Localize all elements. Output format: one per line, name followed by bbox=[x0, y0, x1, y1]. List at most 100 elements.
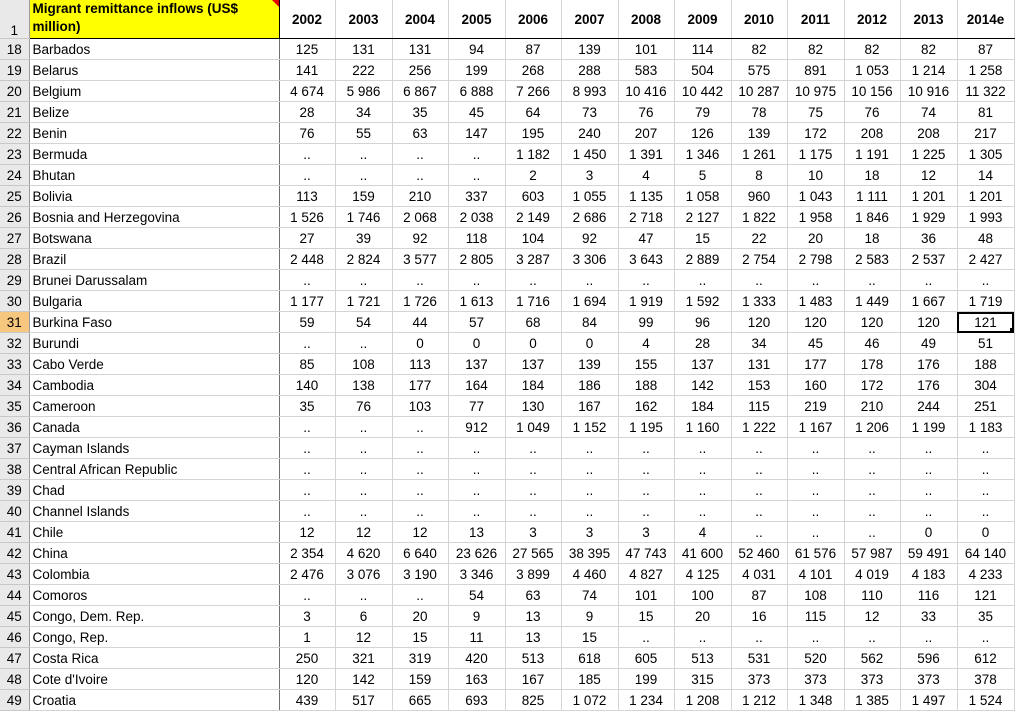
value-cell[interactable]: 513 bbox=[674, 647, 732, 669]
value-cell[interactable]: 1 524 bbox=[957, 689, 1015, 711]
value-cell[interactable]: 912 bbox=[448, 416, 506, 438]
value-cell[interactable]: 184 bbox=[505, 374, 562, 396]
value-cell[interactable]: .. bbox=[505, 479, 562, 501]
value-cell[interactable]: 373 bbox=[787, 668, 845, 690]
value-cell[interactable]: 1 152 bbox=[561, 416, 619, 438]
value-cell[interactable]: 207 bbox=[618, 122, 675, 144]
value-cell[interactable]: .. bbox=[561, 500, 619, 522]
value-cell[interactable]: 11 322 bbox=[957, 80, 1015, 102]
value-cell[interactable]: 113 bbox=[279, 185, 336, 207]
country-cell[interactable]: Burkina Faso bbox=[29, 311, 280, 333]
value-cell[interactable]: 120 bbox=[731, 311, 788, 333]
value-cell[interactable]: .. bbox=[392, 269, 449, 291]
value-cell[interactable]: 2 537 bbox=[900, 248, 958, 270]
value-cell[interactable]: 6 888 bbox=[448, 80, 506, 102]
value-cell[interactable]: .. bbox=[957, 500, 1015, 522]
value-cell[interactable]: .. bbox=[561, 458, 619, 480]
value-cell[interactable]: .. bbox=[674, 458, 732, 480]
value-cell[interactable]: 4 bbox=[618, 332, 675, 354]
value-cell[interactable]: 79 bbox=[674, 101, 732, 123]
value-cell[interactable]: .. bbox=[674, 500, 732, 522]
value-cell[interactable]: 4 bbox=[674, 521, 732, 543]
value-cell[interactable]: .. bbox=[279, 479, 336, 501]
value-cell[interactable]: 219 bbox=[787, 395, 845, 417]
value-cell[interactable]: 612 bbox=[957, 647, 1015, 669]
value-cell[interactable]: .. bbox=[448, 164, 506, 186]
value-cell[interactable]: 137 bbox=[674, 353, 732, 375]
value-cell[interactable]: .. bbox=[392, 479, 449, 501]
value-cell[interactable]: .. bbox=[335, 500, 393, 522]
country-cell[interactable]: Central African Republic bbox=[29, 458, 280, 480]
value-cell[interactable]: 52 460 bbox=[731, 542, 788, 564]
value-cell[interactable]: .. bbox=[392, 584, 449, 606]
value-cell[interactable]: 10 442 bbox=[674, 80, 732, 102]
value-cell[interactable]: 2 bbox=[505, 164, 562, 186]
value-cell[interactable]: 2 718 bbox=[618, 206, 675, 228]
fill-handle[interactable] bbox=[1009, 328, 1013, 332]
value-cell[interactable]: 2 824 bbox=[335, 248, 393, 270]
value-cell[interactable]: 1 201 bbox=[900, 185, 958, 207]
country-cell[interactable]: Chile bbox=[29, 521, 280, 543]
value-cell[interactable]: .. bbox=[957, 437, 1015, 459]
value-cell[interactable]: .. bbox=[731, 479, 788, 501]
value-cell[interactable]: 20 bbox=[674, 605, 732, 627]
value-cell[interactable]: 1 214 bbox=[900, 59, 958, 81]
country-cell[interactable]: Botswana bbox=[29, 227, 280, 249]
value-cell[interactable]: 140 bbox=[279, 374, 336, 396]
value-cell[interactable]: 0 bbox=[561, 332, 619, 354]
value-cell[interactable]: 54 bbox=[335, 311, 393, 333]
value-cell[interactable]: 118 bbox=[448, 227, 506, 249]
value-cell[interactable]: 0 bbox=[448, 332, 506, 354]
value-cell[interactable]: 2 476 bbox=[279, 563, 336, 585]
value-cell[interactable]: 61 576 bbox=[787, 542, 845, 564]
value-cell[interactable]: 92 bbox=[392, 227, 449, 249]
value-cell[interactable]: 504 bbox=[674, 59, 732, 81]
value-cell[interactable]: 139 bbox=[561, 38, 619, 60]
value-cell[interactable]: 131 bbox=[731, 353, 788, 375]
value-cell[interactable]: .. bbox=[505, 437, 562, 459]
value-cell[interactable]: 2 754 bbox=[731, 248, 788, 270]
country-cell[interactable]: Cambodia bbox=[29, 374, 280, 396]
value-cell[interactable]: 18 bbox=[844, 227, 901, 249]
value-cell[interactable]: 1 483 bbox=[787, 290, 845, 312]
country-cell[interactable]: Congo, Rep. bbox=[29, 626, 280, 648]
value-cell[interactable]: .. bbox=[900, 479, 958, 501]
value-cell[interactable]: .. bbox=[957, 626, 1015, 648]
value-cell[interactable]: 0 bbox=[505, 332, 562, 354]
value-cell[interactable]: .. bbox=[279, 458, 336, 480]
value-cell[interactable]: 1 225 bbox=[900, 143, 958, 165]
value-cell[interactable]: 41 600 bbox=[674, 542, 732, 564]
value-cell[interactable]: 78 bbox=[731, 101, 788, 123]
value-cell[interactable]: .. bbox=[900, 500, 958, 522]
value-cell[interactable]: .. bbox=[844, 500, 901, 522]
value-cell[interactable]: .. bbox=[392, 458, 449, 480]
value-cell[interactable]: 47 743 bbox=[618, 542, 675, 564]
value-cell[interactable]: 1 450 bbox=[561, 143, 619, 165]
value-cell[interactable]: 1 043 bbox=[787, 185, 845, 207]
value-cell[interactable]: 4 019 bbox=[844, 563, 901, 585]
value-cell[interactable]: .. bbox=[844, 479, 901, 501]
value-cell[interactable]: 54 bbox=[448, 584, 506, 606]
value-cell[interactable]: 10 416 bbox=[618, 80, 675, 102]
year-header-cell[interactable]: 2008 bbox=[618, 0, 675, 39]
value-cell[interactable]: 13 bbox=[505, 626, 562, 648]
value-cell[interactable]: .. bbox=[674, 269, 732, 291]
value-cell[interactable]: .. bbox=[392, 416, 449, 438]
value-cell[interactable]: 177 bbox=[787, 353, 845, 375]
row-number[interactable]: 25 bbox=[0, 185, 30, 207]
value-cell[interactable]: .. bbox=[561, 269, 619, 291]
row-number[interactable]: 23 bbox=[0, 143, 30, 165]
value-cell[interactable]: 33 bbox=[900, 605, 958, 627]
value-cell[interactable]: 49 bbox=[900, 332, 958, 354]
value-cell[interactable]: 1 201 bbox=[957, 185, 1015, 207]
value-cell[interactable]: 141 bbox=[279, 59, 336, 81]
value-cell[interactable]: 3 bbox=[561, 521, 619, 543]
row-number[interactable]: 46 bbox=[0, 626, 30, 648]
year-header-cell[interactable]: 2003 bbox=[335, 0, 393, 39]
country-cell[interactable]: Bulgaria bbox=[29, 290, 280, 312]
row-number[interactable]: 45 bbox=[0, 605, 30, 627]
row-number[interactable]: 22 bbox=[0, 122, 30, 144]
value-cell[interactable]: 138 bbox=[335, 374, 393, 396]
value-cell[interactable]: 208 bbox=[900, 122, 958, 144]
value-cell[interactable]: 960 bbox=[731, 185, 788, 207]
